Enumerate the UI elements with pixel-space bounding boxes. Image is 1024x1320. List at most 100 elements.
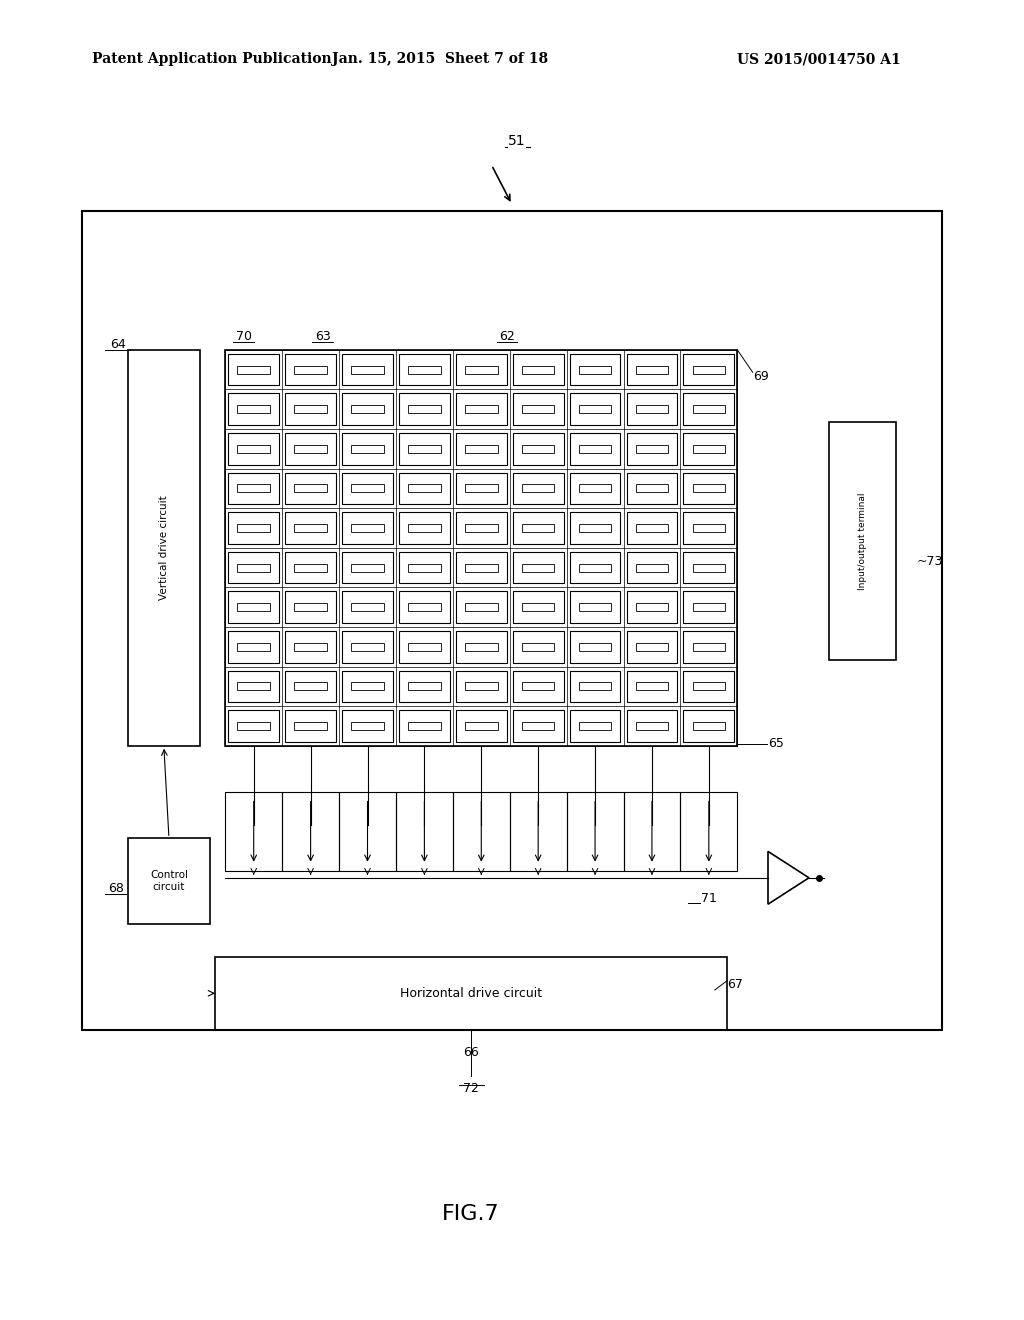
Text: Horizontal drive circuit: Horizontal drive circuit (400, 987, 542, 999)
Bar (409, 643, 440, 651)
Bar (569, 710, 621, 742)
Bar (399, 354, 450, 385)
Bar (286, 473, 336, 504)
Bar (351, 445, 384, 453)
Bar (579, 524, 611, 532)
Bar (294, 564, 327, 572)
Bar (409, 445, 440, 453)
Bar (683, 631, 734, 663)
Bar (286, 552, 336, 583)
Bar (409, 603, 440, 611)
Bar (399, 591, 450, 623)
Bar (238, 524, 270, 532)
Bar (569, 631, 621, 663)
Bar (465, 405, 498, 413)
Text: 51: 51 (508, 135, 526, 148)
Bar (456, 591, 507, 623)
Bar (409, 722, 440, 730)
Bar (636, 722, 669, 730)
Text: 70: 70 (236, 330, 252, 343)
Text: US 2015/0014750 A1: US 2015/0014750 A1 (737, 53, 901, 66)
Bar (294, 484, 327, 492)
Bar (409, 484, 440, 492)
Bar (283, 792, 339, 871)
Bar (342, 671, 393, 702)
Bar (579, 484, 611, 492)
Text: 71: 71 (701, 892, 718, 906)
Bar (399, 473, 450, 504)
Bar (683, 552, 734, 583)
Bar (456, 631, 507, 663)
Bar (399, 671, 450, 702)
Bar (409, 366, 440, 374)
Bar (238, 484, 270, 492)
Bar (522, 722, 554, 730)
Bar (522, 682, 554, 690)
Bar (351, 524, 384, 532)
Bar (569, 671, 621, 702)
Bar (569, 512, 621, 544)
Bar (409, 405, 440, 413)
Text: 63: 63 (314, 330, 331, 343)
Bar (228, 473, 280, 504)
Bar (342, 393, 393, 425)
Bar (238, 682, 270, 690)
Text: Input/output terminal: Input/output terminal (858, 492, 867, 590)
Text: ~73: ~73 (916, 554, 943, 568)
Text: 62: 62 (499, 330, 515, 343)
Bar (522, 603, 554, 611)
Bar (351, 643, 384, 651)
Bar (294, 405, 327, 413)
Text: 64: 64 (110, 338, 126, 351)
Bar (465, 603, 498, 611)
Bar (238, 643, 270, 651)
Bar (465, 484, 498, 492)
Bar (238, 722, 270, 730)
Bar (286, 354, 336, 385)
Bar (294, 722, 327, 730)
Text: 65: 65 (768, 737, 784, 750)
Bar (513, 710, 563, 742)
Bar (692, 722, 725, 730)
Bar (683, 671, 734, 702)
Bar (692, 366, 725, 374)
Bar (513, 433, 563, 465)
Text: Jan. 15, 2015  Sheet 7 of 18: Jan. 15, 2015 Sheet 7 of 18 (332, 53, 549, 66)
Bar (456, 710, 507, 742)
Bar (627, 354, 677, 385)
Bar (286, 512, 336, 544)
Bar (692, 603, 725, 611)
Bar (569, 354, 621, 385)
Bar (627, 433, 677, 465)
Bar (453, 792, 510, 871)
Bar (579, 722, 611, 730)
Bar (409, 682, 440, 690)
Bar (513, 354, 563, 385)
Bar (351, 722, 384, 730)
Bar (513, 631, 563, 663)
Bar (513, 552, 563, 583)
Bar (465, 524, 498, 532)
Bar (627, 393, 677, 425)
Bar (569, 591, 621, 623)
Bar (522, 484, 554, 492)
Bar (351, 405, 384, 413)
Bar (351, 366, 384, 374)
Bar (409, 524, 440, 532)
Bar (294, 643, 327, 651)
Bar (294, 445, 327, 453)
Bar (627, 710, 677, 742)
Bar (228, 433, 280, 465)
Bar (522, 366, 554, 374)
Bar (228, 393, 280, 425)
Bar (636, 405, 669, 413)
Bar (513, 473, 563, 504)
Bar (456, 393, 507, 425)
Bar (579, 405, 611, 413)
Bar (238, 405, 270, 413)
Bar (566, 792, 624, 871)
Bar (627, 631, 677, 663)
Bar (522, 524, 554, 532)
Bar (228, 591, 280, 623)
Bar (513, 393, 563, 425)
